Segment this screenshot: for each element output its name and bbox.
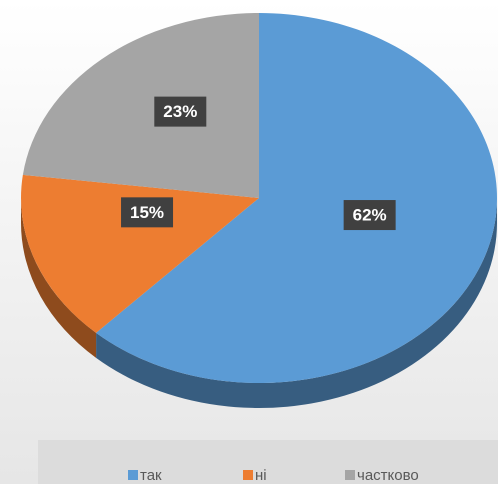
slice xyxy=(21,174,260,333)
slice-side xyxy=(96,198,497,409)
slice-side xyxy=(21,198,97,358)
data-label-box xyxy=(154,96,207,127)
legend-swatch xyxy=(345,470,355,480)
slice xyxy=(96,13,498,384)
legend-band xyxy=(38,440,498,484)
data-label: 23% xyxy=(163,102,197,121)
legend-label: так xyxy=(140,467,162,484)
legend-label: ні xyxy=(255,467,267,484)
legend-swatch xyxy=(243,470,253,480)
data-label-box xyxy=(343,200,396,231)
data-label: 62% xyxy=(353,206,387,225)
data-label-box xyxy=(121,197,174,228)
slice xyxy=(22,13,259,198)
data-label: 15% xyxy=(130,203,164,222)
legend-swatch xyxy=(128,470,138,480)
legend-label: частково xyxy=(357,467,419,484)
